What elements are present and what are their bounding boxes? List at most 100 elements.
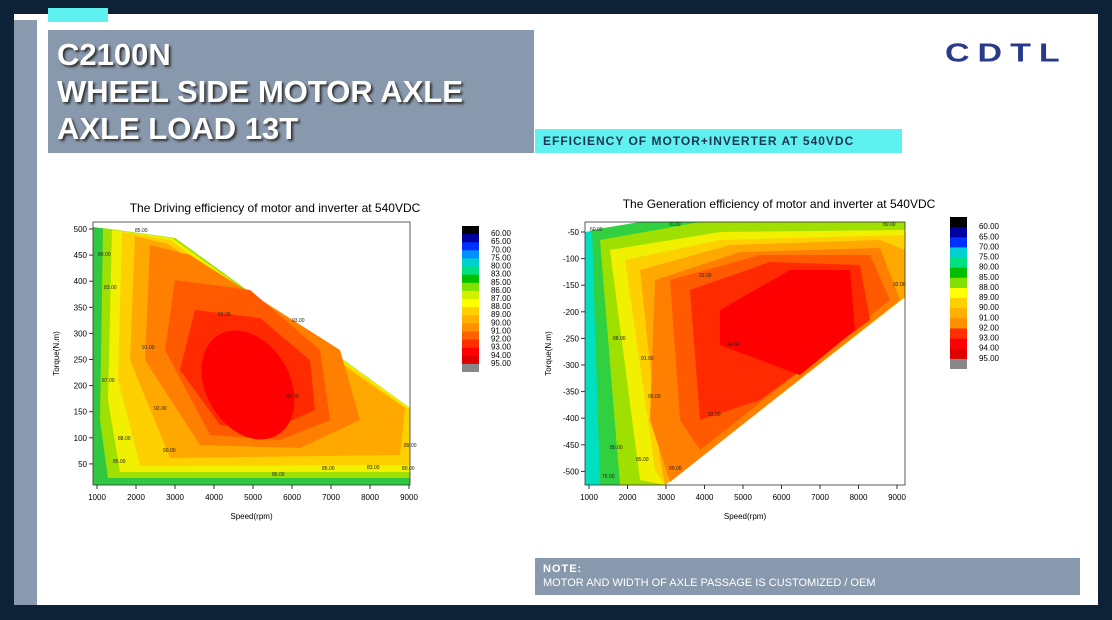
x-tick-label: 5000 (734, 493, 752, 502)
chart-title: The Driving efficiency of motor and inve… (130, 201, 421, 215)
colorbar-swatch (950, 348, 967, 360)
contour-label: 92.00 (708, 412, 721, 418)
colorbar-label: 94.00 (491, 351, 512, 360)
colorbar-swatch (462, 258, 479, 268)
y-tick-label: -450 (563, 441, 580, 450)
contour-label: 93.00 (286, 394, 299, 400)
y-axis-label: Torque(N.m) (52, 331, 61, 376)
note-title: NOTE: (543, 563, 583, 575)
y-tick-label: 200 (74, 382, 88, 391)
colorbar-swatch (950, 287, 967, 299)
colorbar-label: 86.00 (491, 286, 512, 295)
colorbar-label: 87.00 (491, 294, 512, 303)
x-tick-label: 6000 (283, 493, 301, 502)
colorbar-label: 89.00 (491, 310, 512, 319)
colorbar-swatch (462, 290, 479, 300)
colorbar-label: 90.00 (491, 318, 512, 327)
y-tick-label: -400 (563, 414, 580, 423)
colorbar-swatch (462, 250, 479, 259)
logo: CDTL (945, 38, 1068, 68)
contour-label: 92.00 (154, 406, 167, 412)
contour-label: 83.00 (367, 465, 380, 471)
contour-label: 85.00 (636, 457, 649, 463)
contour-label: 88.00 (118, 436, 131, 442)
y-tick-label: -300 (563, 361, 580, 370)
x-axis-label: Speed(rpm) (230, 512, 273, 521)
x-tick-label: 1000 (580, 493, 598, 502)
contour-label: 91.00 (142, 345, 155, 351)
y-tick-label: 400 (74, 277, 88, 286)
y-tick-label: -500 (563, 467, 580, 476)
x-tick-label: 1000 (88, 493, 106, 502)
colorbar-label: 90.00 (979, 303, 1000, 312)
y-tick-label: 150 (74, 408, 88, 417)
chart-title: The Generation efficiency of motor and i… (623, 197, 936, 211)
contour-label: 80.00 (883, 222, 896, 228)
y-tick-label: -350 (563, 388, 580, 397)
y-tick-label: 500 (74, 225, 88, 234)
banner: EFFICIENCY OF MOTOR+INVERTER AT 540VDC (535, 129, 902, 153)
note-text: MOTOR AND WIDTH OF AXLE PASSAGE IS CUSTO… (543, 577, 876, 589)
x-tick-label: 2000 (127, 493, 145, 502)
x-tick-label: 8000 (850, 493, 868, 502)
x-tick-label: 7000 (811, 493, 829, 502)
contour-label: 85.00 (113, 459, 126, 465)
colorbar-label: 75.00 (979, 253, 1000, 262)
x-tick-label: 9000 (888, 493, 906, 502)
contour-label: 89.00 (404, 443, 417, 449)
contour-label: 85.00 (135, 228, 148, 234)
contour-label: 91.00 (641, 356, 654, 362)
colorbar-swatch (950, 247, 967, 259)
y-tick-label: -200 (563, 308, 580, 317)
colorbar-label: 88.00 (979, 283, 1000, 292)
colorbar-label: 85.00 (979, 273, 1000, 282)
y-tick-label: 450 (74, 251, 88, 260)
colorbar-swatch (950, 267, 967, 279)
y-tick-label: -150 (563, 281, 580, 290)
colorbar-label: 94.00 (979, 344, 1000, 353)
colorbar-label: 83.00 (491, 270, 512, 279)
contour-label: 86.00 (272, 472, 285, 478)
y-tick-label: 300 (74, 329, 88, 338)
colorbar-swatch (950, 237, 967, 248)
colorbar-swatch (462, 234, 479, 243)
contour-label: 88.00 (613, 336, 626, 342)
y-tick-label: -250 (563, 334, 580, 343)
y-tick-label: -100 (563, 255, 580, 264)
y-tick-label: 250 (74, 356, 88, 365)
colorbar-swatch (462, 226, 479, 235)
x-tick-label: 6000 (773, 493, 791, 502)
colorbar-swatch (950, 328, 967, 340)
contour-label: 80.00 (610, 445, 623, 451)
x-tick-label: 8000 (361, 493, 379, 502)
contour-label: 92.00 (893, 282, 906, 288)
colorbar-swatch (950, 318, 967, 329)
colorbar-swatch (462, 307, 479, 316)
colorbar-swatch (462, 323, 479, 332)
colorbar-label: 70.00 (491, 245, 512, 254)
contour-label: 93.00 (292, 318, 305, 324)
accent-bar (48, 8, 108, 22)
colorbar-label: 91.00 (979, 313, 1000, 322)
colorbar-swatch (462, 242, 479, 251)
contour-label: 89.00 (669, 466, 682, 472)
colorbar-swatch (462, 282, 479, 292)
colorbar-swatch (462, 339, 479, 349)
x-tick-label: 3000 (166, 493, 184, 502)
contour-1 (93, 227, 410, 485)
colorbar-swatch (462, 347, 479, 357)
contour-label: 83.00 (104, 285, 117, 291)
contour-2 (585, 222, 905, 485)
contour-label: 60.00 (590, 227, 603, 233)
title-box: C2100N WHEEL SIDE MOTOR AXLE AXLE LOAD 1… (48, 30, 534, 153)
y-tick-label: 100 (74, 434, 88, 443)
colorbar-label: 80.00 (491, 262, 512, 271)
y-tick-label: 350 (74, 303, 88, 312)
contour-label: 85.00 (322, 466, 335, 472)
colorbar-swatch (950, 257, 967, 269)
colorbar-label: 92.00 (979, 323, 1000, 332)
colorbar-swatch (462, 299, 479, 308)
contour-label: 80.00 (98, 252, 111, 258)
